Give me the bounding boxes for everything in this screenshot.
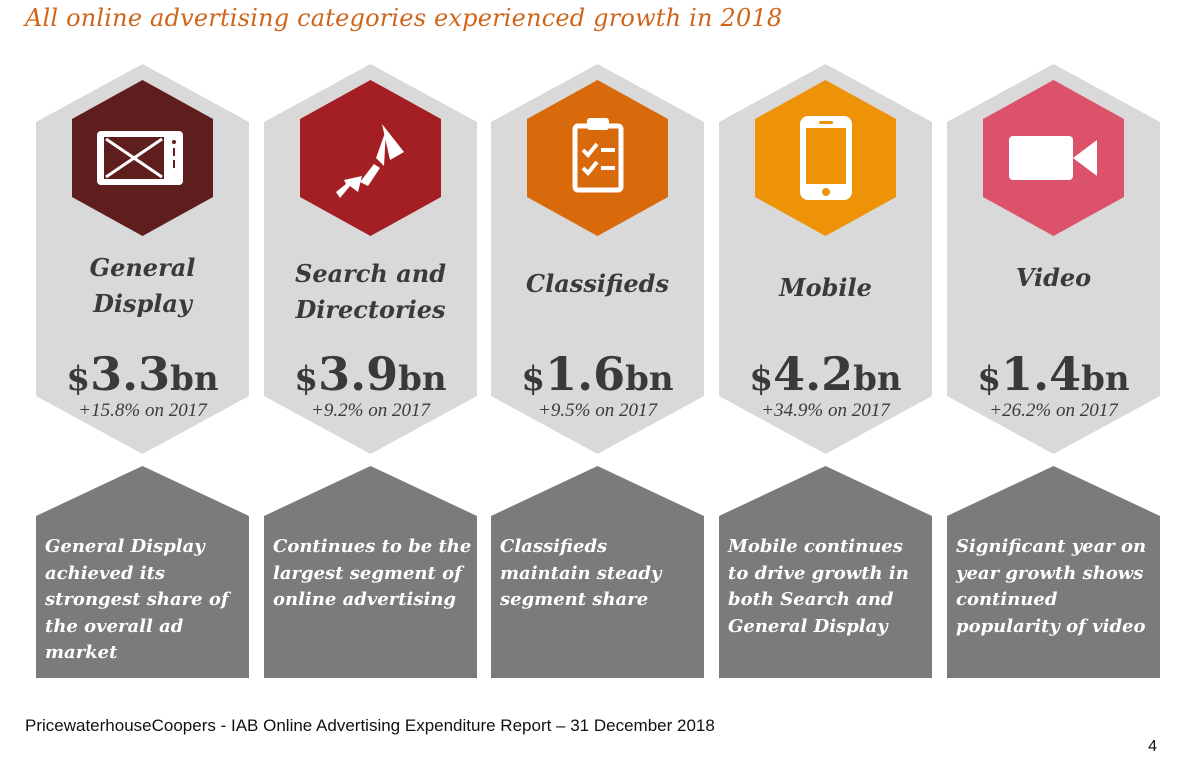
search-pointer-icon <box>300 80 441 236</box>
amount-prefix: $ <box>66 359 91 399</box>
category-card-mobile: Mobile $4.2bn +34.9% on 2017 Mobile cont… <box>719 64 932 678</box>
category-growth: +26.2% on 2017 <box>989 400 1118 421</box>
category-name-line: Classifieds <box>526 269 669 298</box>
category-growth: +34.9% on 2017 <box>761 400 890 421</box>
amount-suffix: bn <box>170 359 219 399</box>
category-name: General Display <box>36 250 249 322</box>
category-name-line: General <box>89 253 196 282</box>
category-description: Significant year on year growth shows co… <box>956 536 1147 637</box>
category-growth: +9.5% on 2017 <box>538 400 657 421</box>
category-name: Mobile <box>719 270 932 306</box>
amount-prefix: $ <box>521 359 546 399</box>
amount-prefix: $ <box>294 359 319 399</box>
video-camera-icon <box>983 80 1124 236</box>
category-card-classifieds: Classifieds $1.6bn +9.5% on 2017 Classif… <box>491 64 704 678</box>
amount-suffix: bn <box>853 359 902 399</box>
amount-number: 3.9 <box>318 347 399 401</box>
category-card-search-directories: Search and Directories $3.9bn +9.2% on 2… <box>264 64 477 678</box>
amount-number: 1.6 <box>545 347 626 401</box>
footer-source: PricewaterhouseCoopers - IAB Online Adve… <box>25 716 715 735</box>
amount-prefix: $ <box>977 359 1002 399</box>
category-amount: $1.6bn <box>491 346 704 413</box>
category-description: Classifieds maintain steady segment shar… <box>500 536 662 610</box>
category-description: Continues to be the largest segment of o… <box>273 536 472 610</box>
clipboard-checklist-icon <box>527 80 668 236</box>
category-card-video: Video $1.4bn +26.2% on 2017 Significant … <box>947 64 1160 678</box>
category-amount: $3.9bn <box>264 346 477 413</box>
page-number: 4 <box>1148 738 1157 755</box>
category-description: Mobile continues to drive growth in both… <box>728 536 909 637</box>
category-amount: $4.2bn <box>719 346 932 413</box>
category-name-line: Directories <box>295 295 446 324</box>
category-name-line: Display <box>93 289 192 318</box>
category-amount: $3.3bn <box>36 346 249 413</box>
display-advert-icon <box>72 80 213 236</box>
amount-suffix: bn <box>625 359 674 399</box>
category-name: Classifieds <box>491 266 704 302</box>
amount-suffix: bn <box>1081 359 1130 399</box>
category-name-line: Search and <box>295 259 446 288</box>
category-growth: +9.2% on 2017 <box>311 400 430 421</box>
category-amount: $1.4bn <box>947 346 1160 413</box>
category-card-general-display: General Display $3.3bn +15.8% on 2017 Ge… <box>36 64 249 678</box>
slide-title: All online advertising categories experi… <box>25 4 783 32</box>
category-name-line: Mobile <box>779 273 872 302</box>
category-name: Video <box>947 260 1160 296</box>
amount-number: 4.2 <box>773 347 854 401</box>
category-name-line: Video <box>1015 263 1092 292</box>
category-growth: +15.8% on 2017 <box>78 400 207 421</box>
amount-prefix: $ <box>749 359 774 399</box>
amount-number: 1.4 <box>1001 347 1082 401</box>
amount-number: 3.3 <box>90 347 171 401</box>
smartphone-icon <box>755 80 896 236</box>
amount-suffix: bn <box>398 359 447 399</box>
category-description: General Display achieved its strongest s… <box>45 536 229 663</box>
category-name: Search and Directories <box>264 256 477 328</box>
